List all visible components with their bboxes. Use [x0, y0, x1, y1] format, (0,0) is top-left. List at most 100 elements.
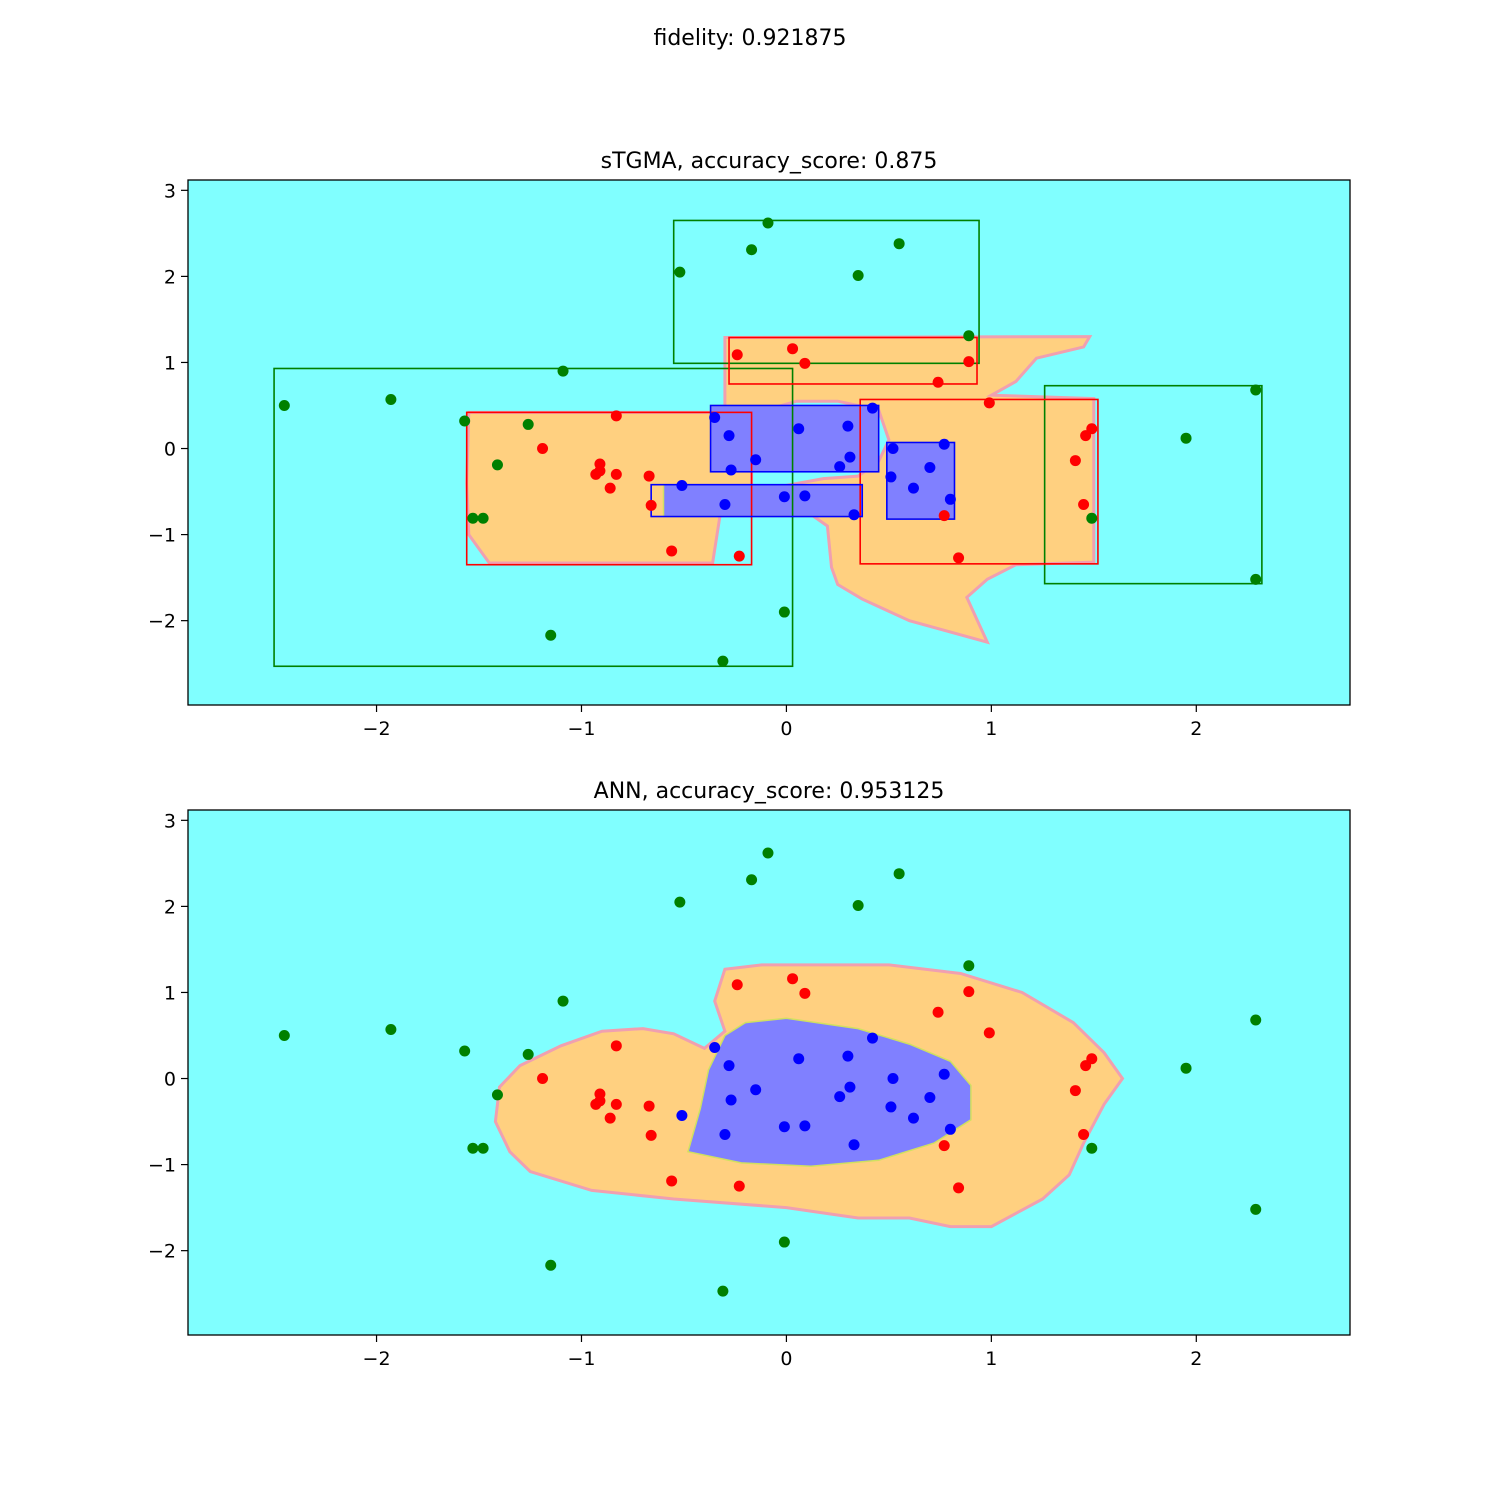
blue-point — [778, 1121, 790, 1133]
red-point — [645, 499, 657, 511]
blue-point — [938, 438, 950, 450]
blue-point — [887, 443, 899, 455]
green-point — [545, 1259, 557, 1271]
red-point — [610, 410, 622, 422]
blue-point — [924, 1091, 936, 1103]
red-point — [731, 349, 743, 361]
y-tick-label: 1 — [164, 982, 176, 1004]
blue-point — [887, 1073, 899, 1085]
blue-point — [793, 1053, 805, 1065]
green-point — [674, 896, 686, 908]
blue-point — [725, 464, 737, 476]
rule-box — [728, 336, 978, 385]
green-point — [459, 1045, 471, 1057]
blue-point — [750, 454, 762, 466]
red-point — [983, 1027, 995, 1039]
red-point — [1078, 1128, 1090, 1140]
green-point — [762, 847, 774, 859]
green-point — [746, 874, 758, 886]
green-point — [1086, 512, 1098, 524]
inner-decision-region — [886, 441, 956, 520]
red-point — [594, 1095, 606, 1107]
blue-point — [793, 423, 805, 435]
rule-box — [672, 219, 980, 365]
blue-point — [719, 1128, 731, 1140]
blue-point — [944, 1123, 956, 1135]
red-point — [733, 550, 745, 562]
figure-suptitle: fidelity: 0.921875 — [653, 26, 847, 51]
inner-decision-region — [709, 404, 880, 473]
red-point — [645, 1129, 657, 1141]
blue-point — [842, 420, 854, 432]
green-point — [477, 1142, 489, 1154]
blue-point — [924, 461, 936, 473]
y-tick-label: 0 — [164, 1069, 176, 1091]
red-point — [932, 376, 944, 388]
green-point — [1250, 573, 1262, 585]
blue-point — [907, 1112, 919, 1124]
green-point — [278, 399, 290, 411]
blue-point — [725, 1094, 737, 1106]
plot-area: −2 −1 0 1 2 −2 −1 0 1 2 3 — [148, 179, 1351, 740]
green-point — [893, 868, 905, 880]
blue-point — [844, 1081, 856, 1093]
green-point — [557, 365, 569, 377]
axes-frame — [187, 809, 1351, 1336]
green-point — [557, 995, 569, 1007]
green-point — [467, 512, 479, 524]
rule-box — [273, 367, 794, 668]
red-point — [963, 356, 975, 368]
blue-point — [799, 1120, 811, 1132]
green-point — [477, 512, 489, 524]
x-tick-label: −1 — [567, 1348, 595, 1370]
blue-point — [866, 1032, 878, 1044]
blue-point — [778, 491, 790, 503]
red-point — [787, 343, 799, 355]
blue-point — [844, 451, 856, 463]
blue-point — [750, 1084, 762, 1096]
blue-point — [709, 1042, 721, 1054]
green-point — [717, 1285, 729, 1297]
blue-point — [719, 498, 731, 510]
red-point — [666, 1175, 678, 1187]
blue-point — [834, 1091, 846, 1103]
x-tick-label: 1 — [985, 1348, 997, 1370]
red-point — [1078, 498, 1090, 510]
blue-point — [676, 480, 688, 492]
red-point — [1069, 1085, 1081, 1097]
green-point — [852, 900, 864, 912]
red-point — [1086, 423, 1098, 435]
red-point — [1086, 1053, 1098, 1065]
green-point — [893, 238, 905, 250]
green-point — [1180, 1062, 1192, 1074]
red-point — [787, 973, 799, 985]
x-tick-label: 2 — [1190, 1348, 1202, 1370]
red-point — [953, 1182, 965, 1194]
green-point — [459, 415, 471, 427]
rule-box — [1043, 384, 1263, 585]
red-point — [537, 1073, 549, 1085]
green-point — [1250, 384, 1262, 396]
green-point — [674, 266, 686, 278]
green-point — [1086, 1142, 1098, 1154]
x-tick-label: 2 — [1190, 718, 1202, 740]
red-point — [604, 1112, 616, 1124]
plot-area: −2 −1 0 1 2 −2 −1 0 1 2 3 — [148, 809, 1351, 1370]
y-tick-label: −2 — [148, 611, 176, 633]
blue-point — [866, 402, 878, 414]
red-point — [643, 1100, 655, 1112]
axes-frame — [187, 179, 1351, 706]
y-tick-label: 2 — [164, 266, 176, 288]
blue-point — [723, 1060, 735, 1072]
green-point — [278, 1029, 290, 1041]
green-point — [717, 655, 729, 667]
red-point — [643, 470, 655, 482]
red-point — [604, 482, 616, 494]
subplot-stgma: sTGMA, accuracy_score: 0.875 −2 −1 0 1 2 −2 −1… — [148, 149, 1351, 740]
green-point — [852, 270, 864, 282]
blue-point — [723, 430, 735, 442]
red-point — [932, 1006, 944, 1018]
green-point — [491, 1089, 503, 1101]
green-point — [778, 606, 790, 618]
